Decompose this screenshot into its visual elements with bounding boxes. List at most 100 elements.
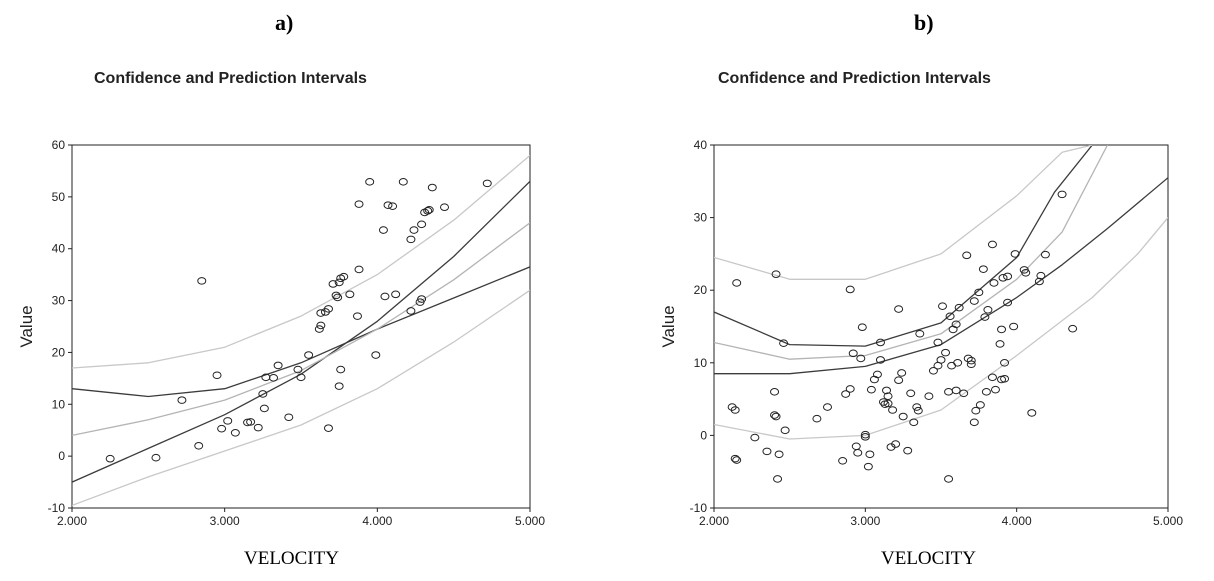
data-point <box>730 406 740 414</box>
data-point <box>1021 268 1031 277</box>
data-point <box>339 272 349 281</box>
y-tick-label: 30 <box>694 211 708 225</box>
data-point <box>845 385 855 393</box>
y-tick-label: 20 <box>694 283 708 297</box>
data-point <box>771 270 781 279</box>
x-tick-label: 5.000 <box>515 514 545 528</box>
data-point <box>406 307 416 315</box>
interval-curve <box>714 217 1168 440</box>
data-point <box>883 399 893 408</box>
data-point <box>258 390 268 398</box>
data-point <box>383 201 393 209</box>
y-tick-label: 30 <box>52 294 66 308</box>
data-point <box>1009 322 1019 331</box>
data-point <box>259 404 269 413</box>
data-point <box>894 305 904 313</box>
data-point <box>391 290 401 299</box>
chart-b-title: Confidence and Prediction Intervals <box>718 70 991 87</box>
data-point <box>882 386 892 395</box>
data-point <box>1000 374 1010 383</box>
data-point <box>872 370 882 379</box>
y-tick-label: 20 <box>52 345 66 359</box>
data-point <box>212 371 222 380</box>
data-point <box>995 340 1005 348</box>
data-point <box>388 202 398 210</box>
data-point <box>334 278 344 287</box>
data-point <box>978 265 988 273</box>
data-point <box>406 235 416 244</box>
data-point <box>779 339 789 347</box>
data-point <box>841 390 851 398</box>
data-point <box>293 365 303 374</box>
data-point <box>328 280 338 288</box>
data-point <box>860 433 870 441</box>
data-point <box>732 456 742 464</box>
data-point <box>1010 250 1020 258</box>
chart-a: -10 0 10 20 30 40 50 60 2.000 3.000 4.000 5.000 Valu… <box>17 138 545 528</box>
data-point <box>875 338 885 347</box>
data-point <box>354 265 364 274</box>
data-point <box>998 274 1008 282</box>
data-point <box>296 373 306 382</box>
interval-curve <box>72 266 530 398</box>
data-point <box>380 292 390 301</box>
x-tick-label: 2.000 <box>57 514 87 528</box>
data-point <box>938 302 948 310</box>
data-point <box>223 417 233 425</box>
data-point <box>966 360 976 369</box>
data-point <box>151 453 161 462</box>
data-point <box>1068 324 1078 333</box>
data-point <box>974 288 984 297</box>
data-point <box>945 312 955 321</box>
data-point <box>953 359 963 367</box>
data-point <box>853 449 863 457</box>
data-point <box>971 406 981 415</box>
chart-b: -10 0 10 20 30 40 2.000 3.000 4.000 5.000 Value <box>659 138 1183 528</box>
data-point <box>928 366 938 375</box>
data-point <box>903 446 913 455</box>
data-point <box>1040 250 1050 259</box>
chart-a-title: Confidence and Prediction Intervals <box>94 70 367 87</box>
y-axis-label: Value <box>659 305 678 347</box>
data-point <box>936 356 946 364</box>
data-point <box>962 251 972 260</box>
data-point <box>951 386 961 395</box>
data-point <box>334 382 344 390</box>
data-point <box>981 388 991 396</box>
x-tick-label: 5.000 <box>1153 514 1183 528</box>
data-point <box>336 274 346 283</box>
data-point <box>856 354 866 363</box>
data-point <box>333 293 343 302</box>
y-axis-label: Value <box>17 305 36 347</box>
data-point <box>732 279 742 287</box>
data-point <box>331 291 341 300</box>
data-point <box>969 418 979 427</box>
data-point <box>866 385 876 394</box>
plot-frame <box>71 144 531 509</box>
data-point <box>423 207 433 215</box>
data-point <box>197 277 207 285</box>
data-point <box>954 303 964 312</box>
data-point <box>951 320 961 329</box>
data-point <box>230 429 240 437</box>
data-point <box>848 349 858 358</box>
x-tick-label: 3.000 <box>210 514 240 528</box>
curves-group <box>714 145 1168 440</box>
data-point <box>909 418 919 427</box>
data-point <box>863 462 873 471</box>
data-point <box>316 321 326 330</box>
data-point <box>253 423 263 432</box>
data-point <box>1057 190 1067 199</box>
plot-frame <box>713 144 1169 509</box>
y-tick-label: 10 <box>52 397 66 411</box>
data-point <box>913 406 923 415</box>
data-point <box>980 313 990 321</box>
data-point <box>398 178 408 186</box>
data-point <box>440 203 450 212</box>
data-point <box>924 392 934 400</box>
data-point <box>987 240 997 249</box>
data-point <box>987 373 997 382</box>
data-point <box>823 403 832 411</box>
data-point <box>1000 359 1010 367</box>
